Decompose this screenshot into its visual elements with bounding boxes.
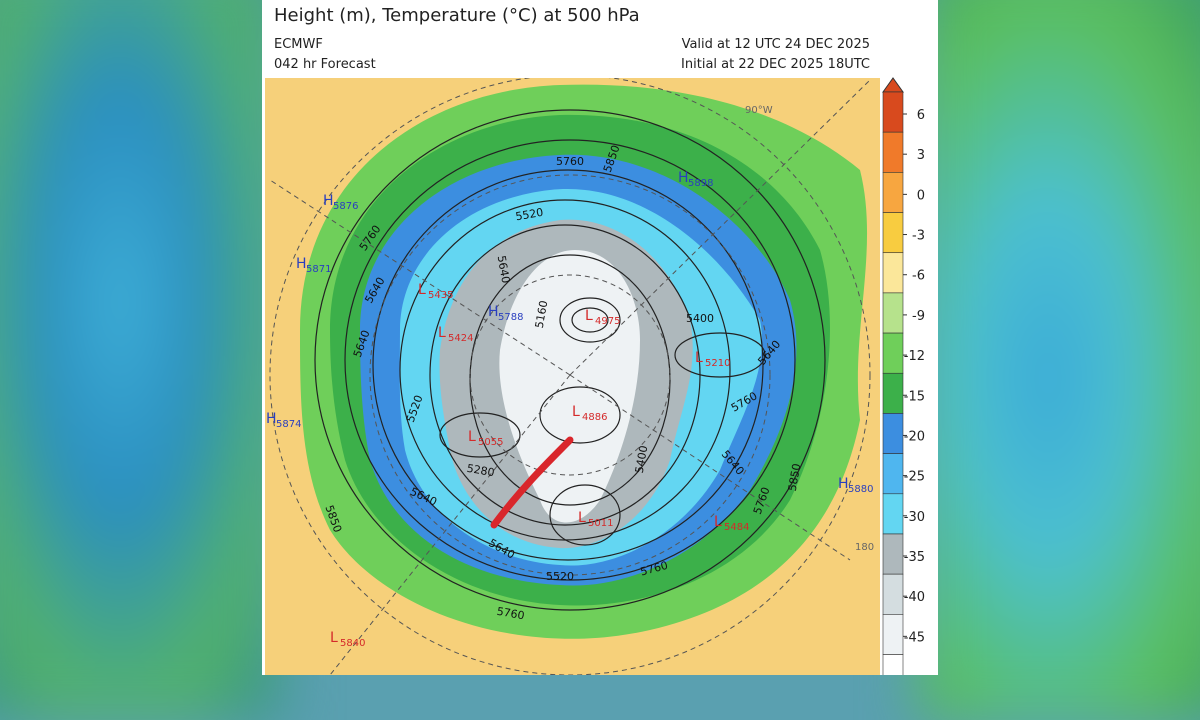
graticule-label: 90°W [745, 105, 773, 116]
center-value: 5880 [848, 484, 873, 495]
colorbar-segment [882, 212, 904, 254]
colorbar-label: -20 [904, 429, 925, 444]
center-marker: L [714, 514, 722, 530]
center-value: 4886 [582, 412, 607, 423]
center-marker: L [578, 510, 586, 526]
colorbar-label: 0 [917, 188, 925, 203]
colorbar-label: -15 [904, 389, 925, 404]
center-value: 5435 [428, 290, 453, 301]
center-marker: L [438, 325, 446, 341]
colorbar-segment [882, 614, 904, 655]
colorbar-segment [882, 252, 904, 294]
colorbar-top [882, 77, 904, 93]
colorbar-label: -25 [904, 470, 925, 485]
contour-label: 5640 [495, 254, 513, 284]
colorbar-segment [882, 413, 904, 454]
blurred-background [920, 0, 1200, 720]
center-value: 5424 [448, 333, 473, 344]
forecast: 042 hr Forecast [274, 57, 376, 72]
center-marker: H [323, 193, 334, 209]
graticule-label: 180 [855, 542, 874, 553]
initial-time: Initial at 22 DEC 2025 18UTC [681, 57, 870, 72]
colorbar-segment [882, 332, 904, 374]
highlight-arrow [490, 436, 574, 529]
colorbar-label: -40 [904, 590, 925, 605]
colorbar-segment [882, 172, 904, 213]
colorbar-segment [882, 131, 904, 173]
colorbar-segment [882, 533, 904, 575]
colorbar-label: -9 [912, 309, 925, 324]
contour-label: 5760 [556, 155, 584, 168]
colorbar-label: -12 [904, 349, 925, 364]
center-value: 5210 [705, 358, 730, 369]
center-value: 5055 [478, 437, 503, 448]
colorbar-label: -30 [904, 510, 925, 525]
center-value: 5898 [688, 178, 713, 189]
center-value: 5484 [724, 522, 749, 533]
colorbar-segment [882, 493, 904, 535]
colorbar-segment [882, 292, 904, 334]
center-marker: H [678, 170, 689, 186]
colorbar-label: -45 [904, 630, 925, 645]
center-marker: H [488, 304, 499, 320]
colorbar-label: -35 [904, 550, 925, 565]
center-value: 5011 [588, 518, 613, 529]
contour-label: 5400 [633, 444, 651, 474]
center-value: 5871 [306, 264, 331, 275]
center-value: 5874 [276, 419, 301, 430]
blurred-background [0, 0, 280, 720]
graticule [269, 78, 871, 675]
field-white [499, 250, 640, 523]
contours [314, 109, 826, 611]
colorbar-segment [882, 372, 904, 414]
center-marker: L [585, 308, 593, 324]
colorbar-segment [882, 573, 904, 615]
colorbar-label: -6 [912, 269, 925, 284]
center-marker: L [572, 404, 580, 420]
center-value: 5788 [498, 312, 523, 323]
colorbar-segment [882, 453, 904, 495]
center-value: 5840 [340, 638, 365, 649]
center-marker: L [330, 630, 338, 646]
valid-time: Valid at 12 UTC 24 DEC 2025 [681, 37, 870, 52]
colorbar: 6 3 0 -3 -6 -9 -12 -15 -20 -25 -30 -35 -40 -45 [882, 77, 925, 675]
colorbar-label: -3 [912, 229, 925, 244]
center-marker: H [296, 256, 307, 272]
colorbar-segment [882, 91, 904, 133]
center-marker: H [838, 476, 849, 492]
contour-label: 5280 [466, 462, 496, 480]
center-value: 5876 [333, 201, 358, 212]
center-marker: L [418, 282, 426, 298]
contour-label: 5850 [786, 462, 804, 492]
center-marker: L [695, 350, 703, 366]
contour-label: 5520 [546, 570, 574, 583]
contour-label: 5520 [514, 206, 544, 224]
colorbar-segment [882, 654, 904, 675]
contour-label: 5400 [686, 312, 714, 325]
title: Height (m), Temperature (°C) at 500 hPa [274, 5, 640, 26]
center-value: 4975 [595, 316, 620, 327]
model: ECMWF [274, 37, 323, 52]
center-marker: H [266, 411, 277, 427]
contour-label: 5160 [533, 299, 551, 329]
contour-label: 5760 [496, 605, 526, 623]
colorbar-label: 6 [917, 108, 925, 123]
colorbar-label: 3 [917, 148, 925, 163]
center-marker: L [468, 429, 476, 445]
map-field [265, 78, 880, 675]
